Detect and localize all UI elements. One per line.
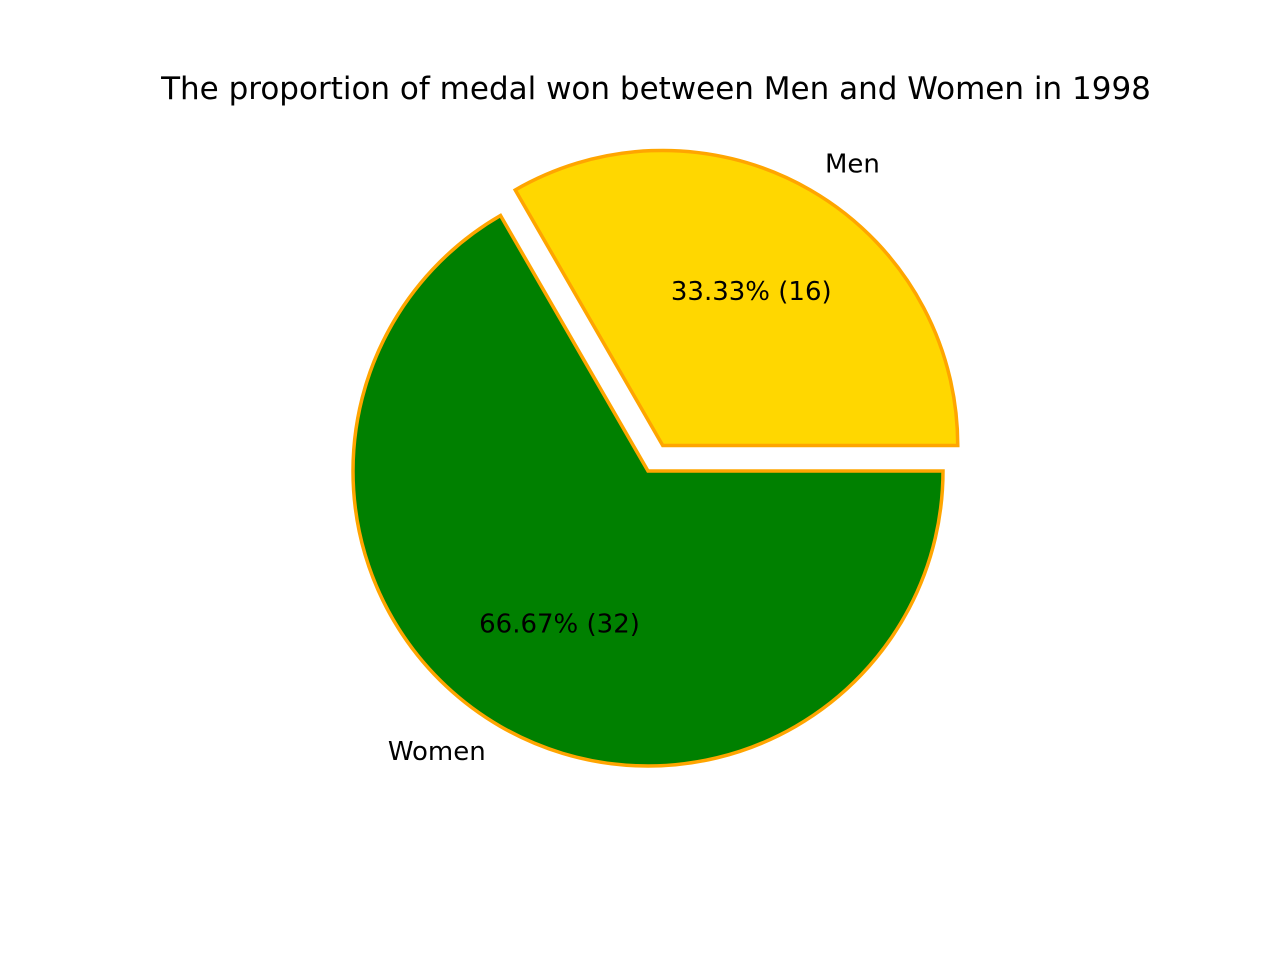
slice-label-men: Men bbox=[825, 149, 880, 179]
slice-percent-men: 33.33% (16) bbox=[671, 277, 832, 307]
slices-layer bbox=[351, 148, 960, 768]
chart-title: The proportion of medal won between Men … bbox=[160, 71, 1151, 107]
pie-slice-women bbox=[351, 213, 945, 768]
pie-slice-men bbox=[512, 148, 960, 448]
slice-label-women: Women bbox=[388, 737, 486, 767]
slice-percent-women: 66.67% (32) bbox=[479, 609, 640, 639]
labels-layer: Men 33.33% (16) Women 66.67% (32) bbox=[388, 149, 880, 767]
